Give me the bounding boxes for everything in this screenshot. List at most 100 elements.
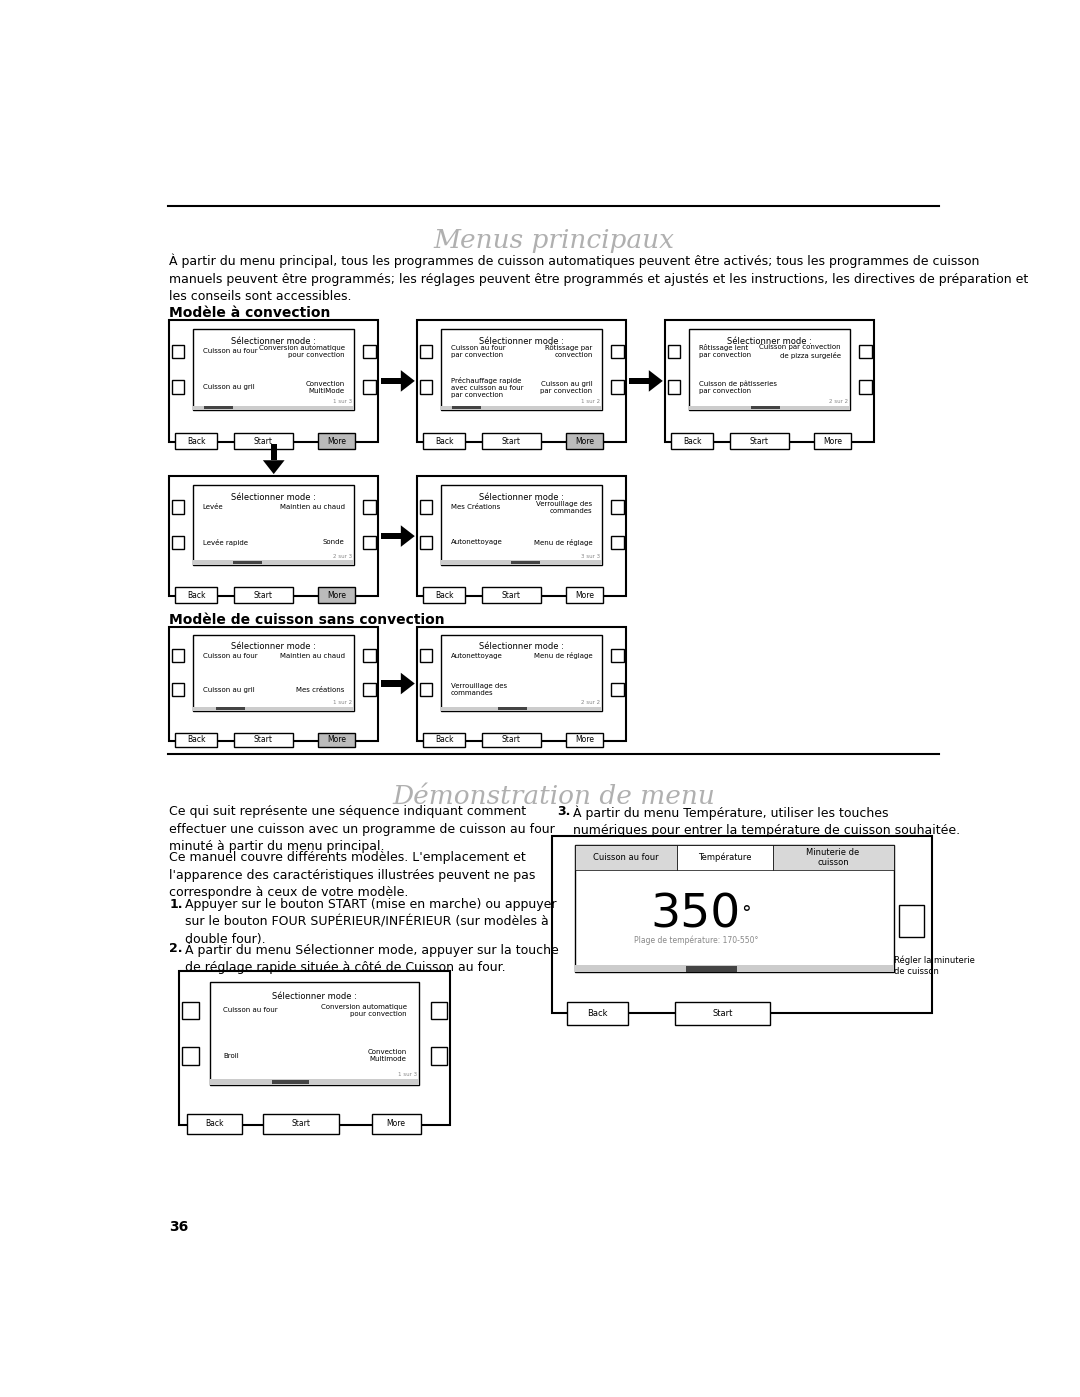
Bar bbox=[272, 1080, 309, 1084]
Bar bbox=[193, 707, 354, 711]
Text: Préchauffage rapide
avec cuisson au four
par convection: Préchauffage rapide avec cuisson au four… bbox=[450, 377, 524, 398]
Bar bbox=[675, 1003, 770, 1025]
Text: 3 sur 3: 3 sur 3 bbox=[581, 553, 600, 559]
Text: Verrouillage des
commandes: Verrouillage des commandes bbox=[450, 683, 507, 696]
Text: Levée: Levée bbox=[203, 504, 224, 510]
Text: Ce qui suit représente une séquence indiquant comment
effectuer une cuisson avec: Ce qui suit représente une séquence indi… bbox=[170, 805, 555, 854]
Bar bbox=[183, 1046, 199, 1065]
Text: Sélectionner mode :: Sélectionner mode : bbox=[231, 493, 316, 502]
Bar bbox=[431, 1002, 447, 1020]
Text: 2 sur 3: 2 sur 3 bbox=[333, 553, 352, 559]
Text: Start: Start bbox=[292, 1119, 311, 1129]
Bar bbox=[423, 433, 465, 448]
Text: Sélectionner mode :: Sélectionner mode : bbox=[231, 337, 316, 346]
Bar bbox=[552, 835, 932, 1013]
Text: À partir du menu principal, tous les programmes de cuisson automatiques peuvent : À partir du menu principal, tous les pro… bbox=[170, 254, 1028, 303]
Text: More: More bbox=[327, 591, 346, 599]
Bar bbox=[689, 405, 850, 411]
Text: Start: Start bbox=[502, 735, 521, 745]
Text: Température: Température bbox=[698, 852, 752, 862]
Polygon shape bbox=[401, 673, 415, 694]
Bar bbox=[611, 380, 624, 394]
Bar bbox=[813, 433, 851, 448]
Text: More: More bbox=[387, 1119, 406, 1129]
Bar bbox=[172, 650, 184, 662]
Bar bbox=[441, 560, 603, 564]
Bar bbox=[419, 683, 432, 696]
Bar bbox=[441, 328, 603, 411]
Text: Conversion automatique
pour convection: Conversion automatique pour convection bbox=[321, 1004, 407, 1017]
Text: 2 sur 2: 2 sur 2 bbox=[828, 400, 848, 404]
Text: Minuterie de
cuisson: Minuterie de cuisson bbox=[807, 848, 860, 868]
Bar bbox=[629, 377, 649, 384]
Bar bbox=[372, 1113, 420, 1134]
Bar bbox=[482, 732, 541, 747]
Bar bbox=[687, 967, 738, 971]
Text: 2.: 2. bbox=[170, 942, 183, 956]
Text: Sélectionner mode :: Sélectionner mode : bbox=[727, 337, 812, 346]
Text: Modèle à convection: Modèle à convection bbox=[170, 306, 330, 320]
Bar bbox=[193, 485, 354, 564]
Bar bbox=[677, 845, 772, 870]
Text: More: More bbox=[575, 735, 594, 745]
Text: Back: Back bbox=[187, 591, 205, 599]
Bar bbox=[667, 345, 680, 359]
Bar bbox=[419, 345, 432, 359]
Text: Sélectionner mode :: Sélectionner mode : bbox=[480, 493, 564, 502]
Polygon shape bbox=[262, 460, 284, 474]
Text: Convection
Multimode: Convection Multimode bbox=[367, 1049, 407, 1062]
Text: À partir du menu Sélectionner mode, appuyer sur la touche
de réglage rapide situ: À partir du menu Sélectionner mode, appu… bbox=[185, 942, 558, 974]
Bar bbox=[380, 534, 401, 539]
Bar bbox=[175, 732, 217, 747]
Bar bbox=[900, 905, 924, 937]
Bar bbox=[380, 680, 401, 686]
Bar bbox=[380, 377, 401, 384]
Bar bbox=[417, 476, 626, 595]
Text: Back: Back bbox=[435, 735, 454, 745]
Text: 2 sur 2: 2 sur 2 bbox=[581, 700, 600, 705]
Text: Cuisson au gril: Cuisson au gril bbox=[203, 686, 255, 693]
Bar bbox=[318, 433, 355, 448]
Bar bbox=[611, 345, 624, 359]
Text: Plage de température: 170-550°: Plage de température: 170-550° bbox=[634, 936, 758, 946]
Bar bbox=[364, 535, 376, 549]
Text: Menus principaux: Menus principaux bbox=[433, 228, 674, 253]
Bar bbox=[211, 1078, 419, 1084]
Text: More: More bbox=[575, 437, 594, 446]
Text: Sélectionner mode :: Sélectionner mode : bbox=[480, 337, 564, 346]
Text: À partir du menu Température, utiliser les touches
numériques pour entrer la tem: À partir du menu Température, utiliser l… bbox=[572, 805, 960, 837]
Bar bbox=[566, 732, 604, 747]
Text: Sélectionner mode :: Sélectionner mode : bbox=[480, 643, 564, 651]
Text: Maintien au chaud: Maintien au chaud bbox=[280, 652, 345, 659]
Text: Menu de réglage: Menu de réglage bbox=[534, 539, 593, 546]
Bar bbox=[453, 407, 482, 409]
Text: Cuisson au gril
par convection: Cuisson au gril par convection bbox=[540, 381, 593, 394]
Bar bbox=[364, 345, 376, 359]
Bar bbox=[419, 535, 432, 549]
Text: 1 sur 3: 1 sur 3 bbox=[397, 1073, 417, 1077]
Text: Convection
MultiMode: Convection MultiMode bbox=[306, 381, 345, 394]
Bar bbox=[567, 1003, 627, 1025]
Bar bbox=[175, 433, 217, 448]
Text: Start: Start bbox=[750, 437, 769, 446]
Text: Cuisson au four: Cuisson au four bbox=[203, 652, 257, 659]
Bar bbox=[364, 683, 376, 696]
Text: Démonstration de menu: Démonstration de menu bbox=[392, 784, 715, 809]
Bar bbox=[611, 650, 624, 662]
Text: °: ° bbox=[741, 904, 751, 923]
Bar bbox=[672, 433, 713, 448]
Text: Back: Back bbox=[683, 437, 702, 446]
Bar bbox=[498, 707, 527, 710]
Bar bbox=[441, 707, 603, 711]
Bar bbox=[575, 845, 894, 972]
Bar bbox=[482, 433, 541, 448]
Bar bbox=[441, 634, 603, 711]
Bar bbox=[689, 328, 850, 411]
Text: 350: 350 bbox=[651, 893, 741, 937]
Text: More: More bbox=[575, 591, 594, 599]
Text: Start: Start bbox=[502, 591, 521, 599]
Text: 1 sur 3: 1 sur 3 bbox=[333, 400, 352, 404]
Text: Start: Start bbox=[254, 591, 273, 599]
Bar bbox=[172, 345, 184, 359]
Text: Broil: Broil bbox=[222, 1053, 239, 1059]
